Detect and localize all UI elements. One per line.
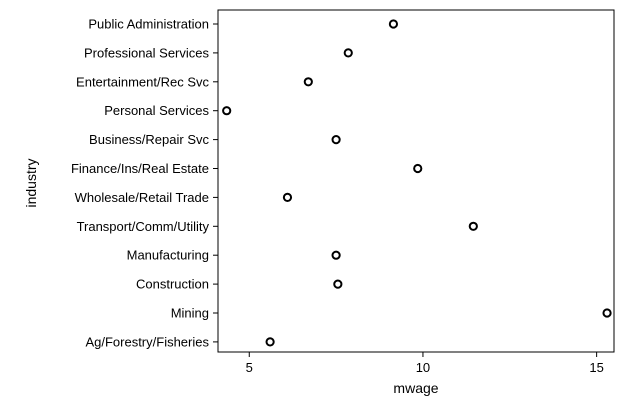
category-label: Wholesale/Retail Trade [75, 190, 209, 205]
x-tick-label: 5 [246, 360, 253, 375]
category-labels: Public Administration Professional Servic… [71, 17, 218, 349]
data-point [602, 308, 612, 318]
category-label: Mining [171, 306, 209, 321]
plot-frame [217, 9, 615, 353]
category-label: Construction [136, 277, 209, 292]
category-label: Entertainment/Rec Svc [76, 74, 209, 89]
data-point [265, 337, 275, 347]
y-axis-title: industry [23, 158, 39, 207]
data-point [222, 106, 232, 116]
data-point [331, 135, 341, 145]
category-label: Public Administration [88, 17, 209, 32]
category-label: Professional Services [84, 45, 209, 60]
data-point [413, 163, 423, 174]
category-label: Ag/Forestry/Fisheries [85, 334, 209, 349]
x-axis-ticks: 5 10 15 [246, 352, 604, 375]
data-point [303, 77, 313, 87]
category-label: Transport/Comm/Utility [77, 219, 210, 234]
data-point [333, 279, 343, 289]
category-label: Finance/Ins/Real Estate [71, 161, 209, 176]
data-point [388, 19, 399, 29]
x-axis-title: mwage [393, 380, 438, 396]
category-label: Personal Services [104, 103, 209, 118]
data-markers [222, 19, 612, 347]
data-point [468, 221, 478, 231]
category-label: Business/Repair Svc [89, 132, 209, 147]
category-label: Manufacturing [127, 248, 209, 263]
data-point [343, 48, 353, 58]
x-tick-label: 10 [416, 360, 430, 375]
x-tick-label: 15 [589, 360, 603, 375]
data-point [331, 250, 341, 260]
data-point [282, 192, 293, 202]
